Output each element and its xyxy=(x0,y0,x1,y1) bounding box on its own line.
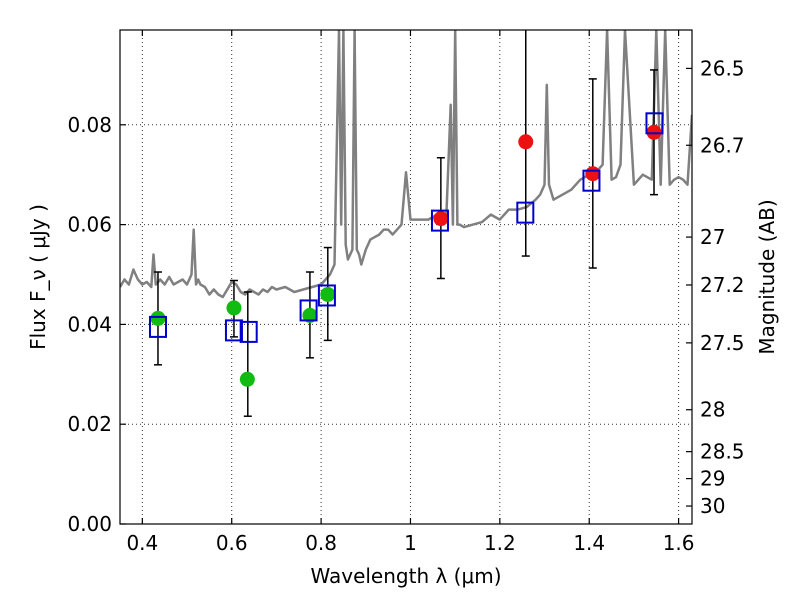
y-tick-label: 0.08 xyxy=(67,113,112,137)
model-photometry-box xyxy=(317,284,336,307)
y-tick-label: 0.02 xyxy=(67,412,112,436)
model-photometry-box xyxy=(645,112,664,135)
observed-nir-point xyxy=(518,134,534,150)
model-photometry-box xyxy=(148,315,167,338)
y-tick-label: 0.04 xyxy=(67,312,112,336)
x-ticks: 0.4 0.6 0.8 1 1.2 1.4 1.6 xyxy=(126,30,695,555)
x-tick-label: 1.6 xyxy=(663,531,695,555)
observed-optical-point xyxy=(302,307,318,323)
x-tick-label: 0.6 xyxy=(216,531,248,555)
model-photometry-box xyxy=(430,209,449,232)
observed-optical-point xyxy=(226,300,242,316)
model-photometry-box xyxy=(516,201,535,224)
y-tick-label: 0.00 xyxy=(67,512,112,536)
observed-optical-point xyxy=(150,310,166,326)
observed-nir-point xyxy=(433,211,449,227)
x-tick-label: 1.4 xyxy=(573,531,605,555)
y-axis-label: Flux F_ν ( μJy ) xyxy=(26,204,50,350)
y-tick-label: 0.06 xyxy=(67,213,112,237)
observed-optical-point xyxy=(320,286,336,302)
x-axis-label: Wavelength λ (μm) xyxy=(310,564,501,588)
right-tick-label: 27.5 xyxy=(700,331,745,355)
model-photometry-box xyxy=(299,299,318,322)
right-tick-label: 27.2 xyxy=(700,273,745,297)
right-tick-label: 27 xyxy=(700,225,725,249)
right-ticks: 26.5 26.7 27 27.2 27.5 28 28.5 29 30 xyxy=(686,56,745,518)
y-ticks: 0.00 0.02 0.04 0.06 0.08 xyxy=(67,113,126,536)
model-photometry-box xyxy=(582,169,601,192)
right-tick-label: 30 xyxy=(700,494,725,518)
model-photometry-box xyxy=(239,320,258,343)
observed-nir-point xyxy=(646,124,662,140)
right-tick-label: 26.5 xyxy=(700,56,745,80)
grid xyxy=(120,30,692,524)
x-tick-label: 0.4 xyxy=(126,531,158,555)
observed-nir-point xyxy=(585,166,601,182)
right-tick-label: 28.5 xyxy=(700,440,745,464)
right-tick-label: 28 xyxy=(700,398,725,422)
model-spectrum-line xyxy=(120,30,692,299)
plot-frame xyxy=(119,29,693,525)
x-tick-label: 0.8 xyxy=(305,531,337,555)
points-layer xyxy=(150,124,662,387)
errorbar-layer xyxy=(153,30,659,417)
right-tick-label: 26.7 xyxy=(700,133,745,157)
x-tick-label: 1 xyxy=(404,531,417,555)
model-photometry-box xyxy=(224,319,243,342)
right-tick-label: 29 xyxy=(700,467,725,491)
right-axis-label: Magnitude (AB) xyxy=(755,199,779,354)
observed-optical-point xyxy=(239,371,255,387)
model-box-layer xyxy=(148,112,664,343)
x-tick-label: 1.2 xyxy=(484,531,516,555)
spectrum-layer xyxy=(120,30,692,299)
